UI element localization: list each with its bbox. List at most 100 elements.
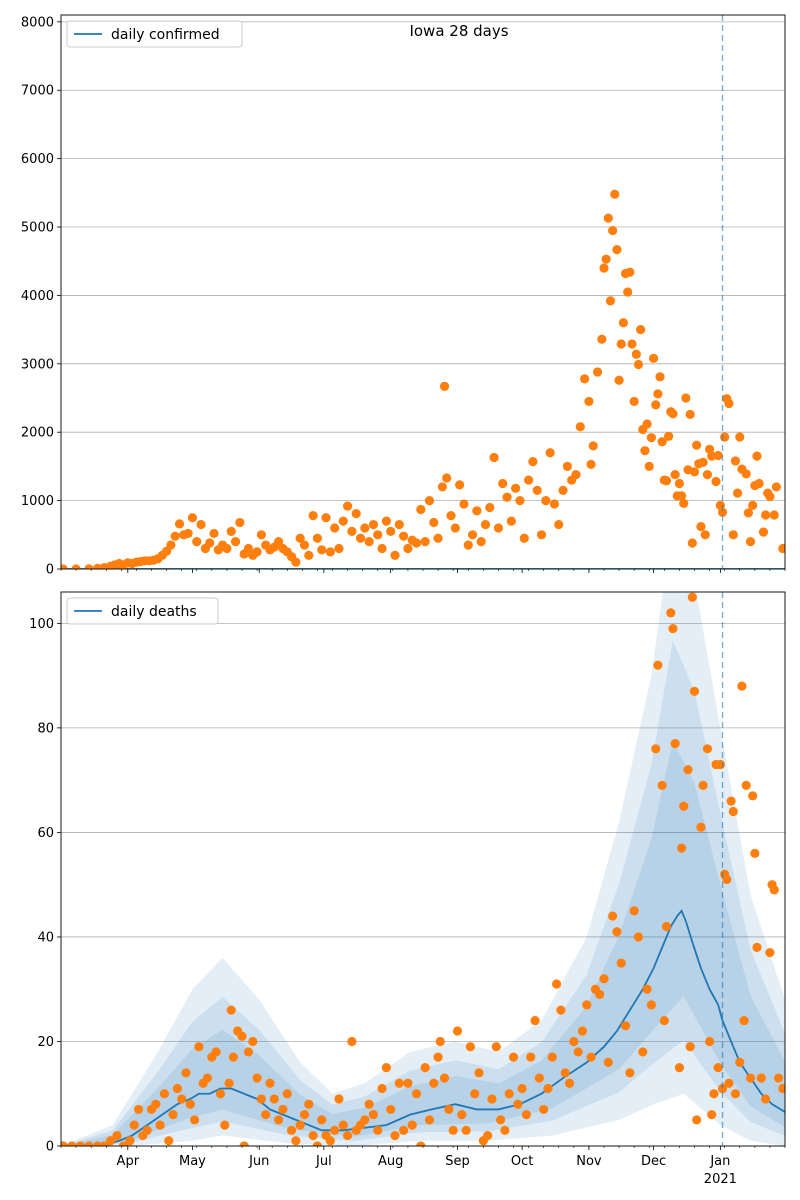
data-point bbox=[633, 932, 644, 942]
data-point bbox=[661, 476, 672, 486]
data-point bbox=[698, 780, 708, 790]
data-point bbox=[758, 527, 769, 537]
data-point bbox=[312, 1141, 323, 1146]
uncertainty-band bbox=[61, 640, 785, 1146]
y-tick-label: 1000 bbox=[21, 494, 54, 509]
y-tick-label: 4000 bbox=[21, 289, 54, 304]
data-point bbox=[480, 519, 491, 530]
plot-area bbox=[61, 189, 785, 569]
data-point bbox=[521, 1110, 532, 1120]
legend: daily confirmed bbox=[66, 20, 243, 48]
data-point bbox=[614, 375, 624, 385]
y-tick-label: 5000 bbox=[21, 221, 54, 236]
data-point bbox=[433, 533, 443, 543]
data-point bbox=[711, 476, 721, 487]
data-point bbox=[239, 1141, 249, 1146]
data-point bbox=[381, 1063, 391, 1073]
data-point bbox=[360, 523, 370, 533]
data-point bbox=[295, 1120, 305, 1130]
data-point bbox=[696, 822, 706, 832]
data-point bbox=[424, 1115, 435, 1125]
uncertainty-band bbox=[61, 741, 785, 1146]
data-point bbox=[304, 550, 314, 560]
data-point bbox=[429, 1078, 439, 1088]
x-tick-label: Jan bbox=[709, 1154, 730, 1169]
x-tick-label: Jun bbox=[248, 1154, 269, 1169]
data-point bbox=[189, 1115, 200, 1125]
data-point bbox=[713, 1063, 723, 1073]
data-point bbox=[394, 519, 404, 530]
data-point bbox=[584, 396, 594, 407]
data-point bbox=[502, 492, 512, 502]
data-point bbox=[644, 461, 654, 472]
data-point bbox=[364, 1099, 374, 1109]
x-tick-label: Sep bbox=[445, 1154, 470, 1169]
data-point bbox=[597, 334, 607, 344]
data-point bbox=[741, 780, 751, 790]
data-point bbox=[545, 448, 555, 458]
data-point bbox=[235, 517, 245, 528]
data-point bbox=[325, 1136, 335, 1146]
data-point bbox=[709, 1089, 719, 1099]
data-point bbox=[692, 440, 702, 450]
data-point bbox=[689, 686, 700, 696]
data-point bbox=[442, 473, 452, 483]
data-point bbox=[702, 470, 713, 480]
data-point bbox=[489, 452, 499, 463]
data-point bbox=[394, 1078, 404, 1088]
data-point bbox=[282, 1089, 292, 1099]
data-point bbox=[562, 461, 572, 472]
data-point bbox=[668, 623, 678, 634]
data-point bbox=[291, 1136, 301, 1146]
data-point bbox=[653, 389, 663, 399]
data-point bbox=[659, 1015, 669, 1026]
x-tick-label: May bbox=[179, 1154, 206, 1169]
data-point bbox=[655, 372, 665, 382]
data-point bbox=[728, 806, 738, 817]
data-point bbox=[498, 478, 508, 489]
data-point bbox=[433, 1052, 443, 1062]
data-point bbox=[748, 791, 758, 801]
data-point bbox=[75, 1141, 85, 1146]
data-point bbox=[687, 592, 697, 602]
data-point bbox=[674, 478, 685, 489]
data-point bbox=[500, 1125, 510, 1135]
data-point bbox=[724, 1078, 734, 1088]
data-point bbox=[554, 519, 564, 530]
data-point bbox=[226, 1005, 236, 1015]
data-point bbox=[202, 1073, 213, 1083]
data-point bbox=[629, 906, 639, 916]
data-point bbox=[745, 1073, 756, 1083]
x-tick-label: Aug bbox=[378, 1154, 403, 1169]
data-point bbox=[187, 513, 198, 523]
data-point bbox=[636, 325, 646, 335]
y-tick-label: 20 bbox=[37, 1035, 54, 1050]
data-point bbox=[586, 1052, 596, 1062]
data-point bbox=[586, 459, 596, 469]
data-point bbox=[676, 491, 687, 501]
data-point bbox=[230, 537, 241, 547]
data-point bbox=[605, 296, 616, 306]
data-point bbox=[185, 1099, 195, 1109]
data-point bbox=[683, 765, 693, 775]
data-point bbox=[765, 948, 775, 958]
data-point bbox=[728, 530, 738, 540]
data-point bbox=[530, 1015, 540, 1026]
data-point bbox=[539, 1104, 549, 1115]
data-point bbox=[377, 543, 387, 554]
data-point bbox=[211, 1047, 221, 1057]
data-point bbox=[713, 450, 723, 461]
data-point bbox=[623, 287, 633, 297]
y-tick-label: 7000 bbox=[21, 84, 54, 99]
data-point bbox=[485, 502, 495, 513]
y-tick-label: 80 bbox=[37, 721, 54, 736]
data-point bbox=[761, 510, 771, 520]
data-point bbox=[715, 759, 725, 770]
data-point bbox=[549, 499, 560, 509]
data-point bbox=[243, 1047, 254, 1057]
x-tick-label: Oct bbox=[511, 1154, 533, 1169]
data-point bbox=[347, 526, 357, 536]
data-point bbox=[495, 1115, 506, 1125]
data-point bbox=[295, 533, 305, 543]
data-point bbox=[61, 564, 68, 569]
